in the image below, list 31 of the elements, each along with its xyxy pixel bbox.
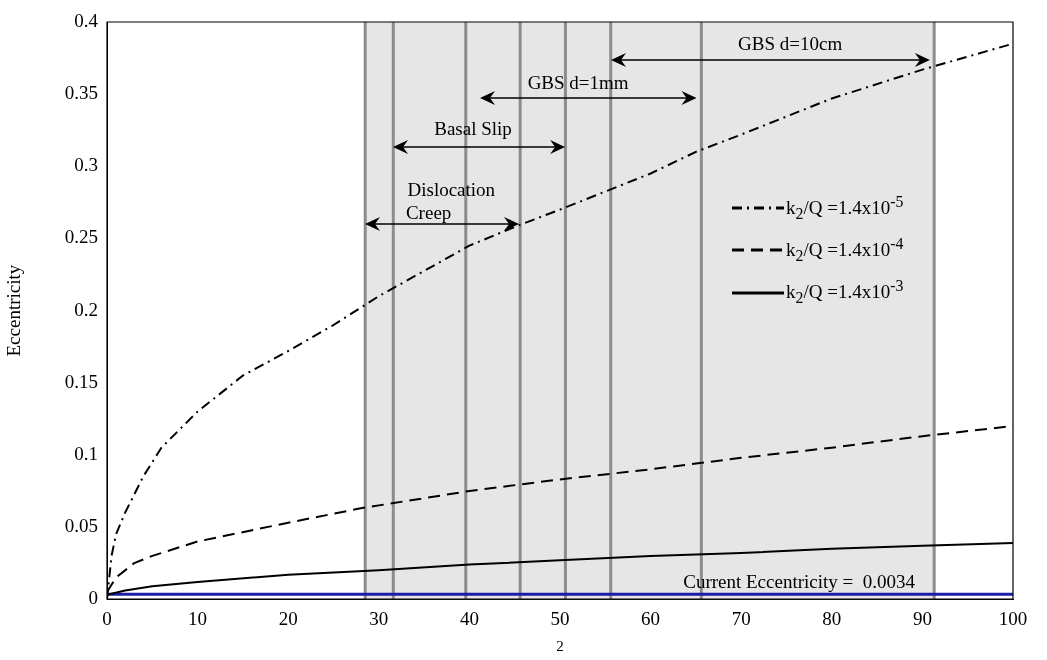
y-tick-label: 0.4 <box>74 9 99 31</box>
annotation: Basal Slip <box>434 117 512 139</box>
y-axis-title: Eccentricity <box>3 264 25 357</box>
y-tick-label: 0 <box>88 587 98 609</box>
legend-label: k$_{2}$/Q =1.4x10$^{-3}$ <box>786 276 904 309</box>
x-tick-label: 0 <box>102 607 112 629</box>
x-tick-label: 60 <box>641 607 661 629</box>
y-tick-label: 0.25 <box>64 226 98 248</box>
y-tick-label: 0.2 <box>74 298 98 320</box>
legend-label: k$_{2}$/Q =1.4x10$^{-5}$ <box>786 192 904 225</box>
y-tick-label: 0.1 <box>74 442 98 464</box>
annotation: Creep <box>405 201 452 223</box>
y-tick-label: 0.05 <box>64 515 98 537</box>
annotation: Dislocation <box>407 178 496 200</box>
x-tick-label: 80 <box>822 607 842 629</box>
legend-label: k$_{2}$/Q =1.4x10$^{-4}$ <box>786 234 904 267</box>
x-tick-label: 90 <box>912 607 932 629</box>
y-tick-label: 0.15 <box>64 370 98 392</box>
x-axis-title: 2 <box>556 637 564 654</box>
x-tick-label: 30 <box>369 607 389 629</box>
x-tick-label: 100 <box>998 607 1028 629</box>
y-tick-label: 0.35 <box>64 82 98 104</box>
ref-line-label: Current Eccentricity = 0.0034 <box>683 570 916 592</box>
x-tick-label: 40 <box>459 607 479 629</box>
y-tick-label: 0.3 <box>74 154 98 176</box>
annotation: GBS d=1mm <box>527 71 629 93</box>
x-tick-label: 10 <box>188 607 208 629</box>
x-tick-label: 20 <box>278 607 298 629</box>
x-tick-label: 50 <box>550 607 570 629</box>
x-tick-label: 70 <box>731 607 751 629</box>
annotation: GBS d=10cm <box>738 33 843 55</box>
